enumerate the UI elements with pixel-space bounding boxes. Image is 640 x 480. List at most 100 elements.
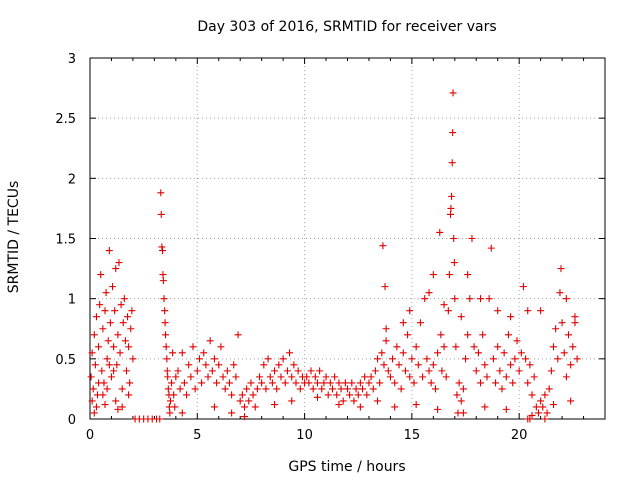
data-point (421, 295, 429, 303)
data-point (382, 337, 390, 345)
data-point (156, 415, 164, 423)
data-point (264, 355, 272, 363)
data-point (331, 373, 339, 381)
data-point (161, 319, 169, 327)
data-point (185, 361, 193, 369)
data-point (213, 379, 221, 387)
axis-ticks: 0 5 10 15 20 0 0.5 1 1.5 2 2.5 3 (55, 52, 605, 443)
data-point (171, 403, 179, 411)
data-point (509, 379, 517, 387)
data-point (189, 343, 197, 351)
data-point (187, 373, 195, 381)
data-point (404, 331, 412, 339)
data-point (318, 385, 326, 393)
data-point (178, 409, 186, 417)
data-point (125, 343, 133, 351)
data-point (290, 361, 298, 369)
data-point (162, 343, 170, 351)
data-point (393, 343, 401, 351)
data-point (481, 361, 489, 369)
data-point (382, 325, 390, 333)
data-point (371, 367, 379, 375)
data-point (238, 391, 246, 399)
data-point (434, 405, 442, 413)
data-point (166, 397, 174, 405)
data-point (219, 373, 227, 381)
data-point (309, 385, 317, 393)
data-point (447, 204, 455, 212)
data-point (449, 89, 457, 97)
data-point (507, 361, 515, 369)
data-point (333, 391, 341, 399)
data-point (500, 349, 508, 357)
data-point (427, 379, 435, 387)
data-point (560, 349, 568, 357)
x-tick-label: 20 (511, 428, 528, 443)
data-point (498, 385, 506, 393)
data-point (206, 337, 214, 345)
data-point (550, 401, 557, 409)
data-point (356, 403, 364, 411)
data-point (230, 361, 238, 369)
data-point (122, 367, 130, 375)
data-point (346, 391, 354, 399)
data-point (241, 413, 248, 421)
data-point (547, 367, 555, 375)
data-point (511, 355, 519, 363)
data-point (429, 271, 437, 279)
data-point (515, 367, 523, 375)
data-point (198, 379, 206, 387)
data-point (359, 385, 367, 393)
data-point (241, 403, 248, 411)
data-point (526, 415, 534, 423)
x-tick-label: 0 (86, 428, 94, 443)
data-point (161, 307, 169, 315)
data-point (288, 397, 296, 405)
data-point (102, 289, 110, 297)
data-point (468, 235, 476, 242)
data-point (530, 373, 538, 381)
data-point (121, 337, 129, 345)
data-point (464, 271, 472, 279)
data-point (277, 373, 285, 381)
data-point (565, 331, 573, 339)
data-point (253, 385, 261, 393)
data-point (110, 343, 118, 351)
data-point (335, 401, 343, 409)
data-point (115, 259, 123, 267)
data-point (438, 367, 446, 375)
data-point (251, 403, 259, 411)
data-point (462, 355, 470, 363)
data-point (554, 355, 562, 363)
data-point (558, 319, 566, 327)
data-point (477, 295, 485, 303)
data-point (354, 391, 362, 399)
data-point (225, 379, 233, 387)
data-point (311, 373, 319, 381)
data-point (126, 379, 134, 387)
data-point (487, 244, 495, 252)
data-point (87, 373, 95, 381)
data-point (391, 403, 399, 411)
data-point (339, 397, 347, 405)
data-point (431, 385, 439, 393)
data-point (281, 379, 289, 387)
data-point (425, 289, 433, 297)
data-point (447, 210, 454, 218)
data-point (450, 259, 458, 267)
data-point (180, 379, 188, 387)
data-point (228, 391, 236, 399)
data-point (363, 391, 371, 399)
data-point (283, 367, 291, 375)
data-point (408, 355, 416, 363)
data-point (401, 367, 409, 375)
data-point (204, 373, 212, 381)
data-point (376, 379, 384, 387)
data-point (247, 379, 255, 387)
data-point (526, 361, 534, 369)
data-point (379, 242, 387, 250)
data-point (381, 283, 389, 291)
data-point (562, 295, 570, 303)
data-point (178, 349, 186, 357)
data-point (273, 385, 281, 393)
